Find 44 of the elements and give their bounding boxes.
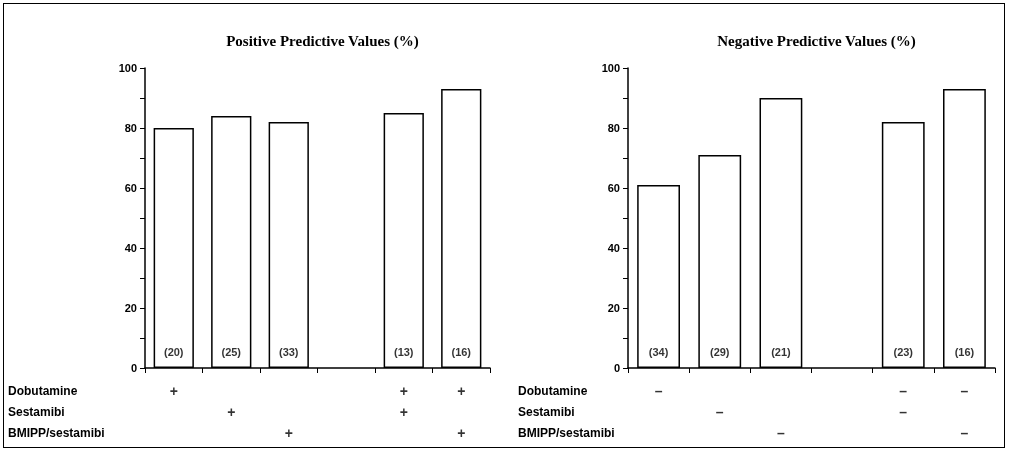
annotation: (33) xyxy=(278,345,299,358)
y-tick-label: 20 xyxy=(607,302,620,314)
annotation: (34) xyxy=(648,345,669,358)
text: – xyxy=(899,382,908,399)
category-label: BMIPP/sestamibi xyxy=(8,426,105,441)
text: – xyxy=(899,404,908,420)
y-tick-label: 40 xyxy=(607,242,620,254)
annotation: (29) xyxy=(709,345,730,358)
text: + xyxy=(457,382,466,399)
y-tick-label: 40 xyxy=(124,242,137,254)
y-tick-label: 0 xyxy=(613,362,620,374)
text: + xyxy=(169,382,178,399)
category-label: Sestamibi xyxy=(8,405,65,419)
y-tick-label: 80 xyxy=(607,122,620,134)
annotation: (20) xyxy=(163,345,184,358)
y-tick-label: 60 xyxy=(607,182,620,194)
y-tick-label: 100 xyxy=(118,62,137,74)
text: – xyxy=(715,404,724,420)
y-tick-label: 100 xyxy=(601,62,620,74)
text: + xyxy=(399,382,408,399)
y-tick-label: 0 xyxy=(130,362,137,374)
category-label: Dobutamine xyxy=(518,383,588,398)
category-label: Sestamibi xyxy=(518,405,575,419)
y-tick-label: 80 xyxy=(124,122,137,134)
category-label: Dobutamine xyxy=(8,383,78,398)
annotation: (16) xyxy=(451,345,472,358)
text: – xyxy=(960,382,969,399)
y-tick-label: 20 xyxy=(124,302,137,314)
annotation: (21) xyxy=(771,345,792,358)
chart-title: Negative Predictive Values (%) xyxy=(717,32,916,50)
text: – xyxy=(777,425,785,442)
annotation: (16) xyxy=(954,345,975,358)
text: – xyxy=(960,425,969,442)
annotation: (23) xyxy=(893,345,914,358)
category-label: BMIPP/sestamibi xyxy=(518,426,615,441)
text: – xyxy=(654,382,663,399)
y-tick-label: 60 xyxy=(124,182,137,194)
chart-title: Positive Predictive Values (%) xyxy=(226,32,419,50)
text: + xyxy=(284,425,293,442)
text: + xyxy=(227,404,236,420)
annotation: (13) xyxy=(393,345,414,358)
text: + xyxy=(399,404,408,420)
text: + xyxy=(457,425,466,442)
annotation: (25) xyxy=(221,345,242,358)
